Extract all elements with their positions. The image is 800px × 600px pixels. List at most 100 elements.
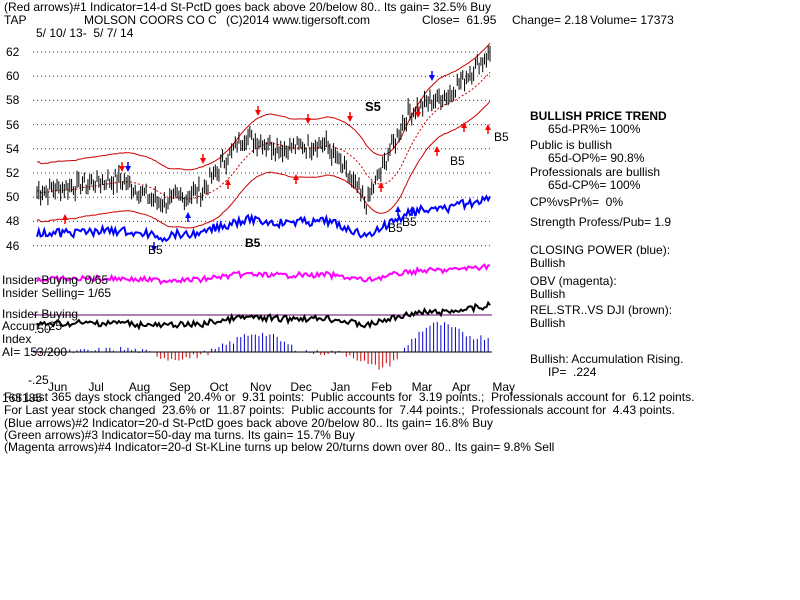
insider-buying-ratio: Insider Buying 0/65 [2,273,109,287]
accum-title: Bullish: Accumulation Rising. [530,352,684,366]
closing-power-series [36,194,491,243]
x-tick-label: Jan [330,380,351,394]
arrow-up-icon [461,122,467,128]
arrow-down-icon [125,166,131,172]
arrow-up-icon [185,212,191,218]
footer-line-1-overlap: 165185 [2,391,43,405]
x-tick-label: May [492,380,516,394]
header-line-1: (Red arrows)#1 Indicator=14-d St-PctD go… [4,0,491,14]
footer-line-3: (Blue arrows)#2 Indicator=20-d St-PctD g… [4,416,493,430]
footer-line-2: For Last year stock changed 23.6% or 11.… [4,403,675,417]
y-tick-label: 52 [6,166,20,180]
accum-label: Accum .25 [2,319,63,333]
s5-label: S5 [365,99,381,114]
volume-value: Volume= 17373 [590,13,674,27]
arrow-up-icon [378,182,384,188]
accumulation-histogram [33,321,492,370]
arrow-up-icon [485,124,491,130]
arrow-down-icon [151,246,157,252]
b5-label: B5 [450,154,465,168]
arrow-down-icon [200,158,206,164]
x-tick-label: Oct [209,380,229,394]
obv-title: OBV (magenta): [530,274,617,288]
lower-band [36,100,491,229]
x-tick-label: Feb [371,380,392,394]
y-tick-label: 58 [6,93,20,108]
upper-band [36,42,491,171]
b5-label: B5 [245,236,261,250]
y-tick-label: 60 [6,69,20,84]
y-tick-label: 62 [6,45,20,59]
obv-value: Bullish [530,287,566,301]
footer-line-5: (Magenta arrows)#4 Indicator=20-d St-KLi… [4,440,555,454]
insider-buying-label: Insider Buying [2,307,79,321]
footer-line-1: For Last 365 days stock changed 20.4% or… [4,390,695,404]
change-value: Change= 2.18 [512,13,588,27]
y-tick-label: 54 [6,141,20,156]
trend-title: BULLISH PRICE TREND [530,109,667,123]
b5-label: B5 [402,215,417,229]
arrow-up-icon [395,206,401,212]
ai-label: AI= 153/200 [2,345,68,359]
closing-power-value: Bullish [530,256,566,270]
relstr-title: REL.STR..VS DJI (brown): [530,303,673,317]
arrow-down-icon [347,116,353,122]
arrow-down-icon [429,75,435,81]
y-tick-label: 48 [6,214,20,229]
trend-value: 65d-PR%= 100% [548,122,641,136]
cp-vs-pr: CP%vsPr%= 0% [530,195,624,209]
ticker: TAP [4,13,27,27]
arrow-down-icon [305,118,311,124]
y-tick-label: 50 [6,190,20,205]
arrow-up-icon [225,179,231,185]
obv-line [36,263,491,286]
signal-arrows [62,71,491,252]
b5-label: B5 [494,130,509,144]
strength: Strength Profess/Pub= 1.9 [530,215,672,229]
arrow-up-icon [434,146,440,152]
price-grid [33,51,492,316]
closing-power-line [36,194,491,243]
x-tick-label: Apr [452,380,471,394]
index-label: Index [2,332,32,346]
b5-label: B5 [388,221,403,235]
rel-strength-line [36,300,491,331]
arrow-down-icon [415,112,421,118]
public-value: 65d-OP%= 90.8% [548,151,645,165]
x-tick-label: Aug [128,380,151,394]
relstr-value: Bullish [530,316,566,330]
close-value: Close= 61.95 [422,13,497,27]
rel-strength-series [36,300,491,331]
ip-value: IP= .224 [548,365,597,379]
neg-50-label: -.50 [30,322,51,336]
price-bars [36,45,491,215]
arrow-up-icon [293,174,299,180]
x-tick-label: Sep [169,380,191,394]
public-title: Public is bullish [530,138,613,152]
price-bands [36,42,491,229]
arrow-up-icon [62,214,68,220]
ma-21 [36,71,491,200]
neg-25-label: -.25 [28,373,49,387]
x-tick-label: Dec [290,380,312,394]
x-tick-label: Jun [48,380,68,394]
copyright: (C)2014 www.tigersoft.com [226,13,371,27]
x-tick-label: Mar [411,380,433,394]
arrow-down-icon [255,110,261,116]
arrow-down-icon [119,166,125,172]
b5-label: B5 [148,243,163,257]
arrow-up-icon [409,206,415,212]
x-tick-label: Jul [88,380,104,394]
footer-line-4: (Green arrows)#3 Indicator=50-day ma tur… [4,428,355,442]
company-name: MOLSON COORS CO C [84,13,217,27]
pros-title: Professionals are bullish [530,165,661,179]
pros-value: 65d-CP%= 100% [548,178,641,192]
y-tick-label: 56 [6,117,20,132]
obv-series [36,263,491,286]
x-tick-label: Nov [250,380,272,394]
closing-power-title: CLOSING POWER (blue): [530,243,671,257]
y-tick-label: 46 [6,238,20,253]
insider-selling-ratio: Insider Selling= 1/65 [2,286,112,300]
date-range: 5/ 10/ 13- 5/ 7/ 14 [36,26,134,40]
